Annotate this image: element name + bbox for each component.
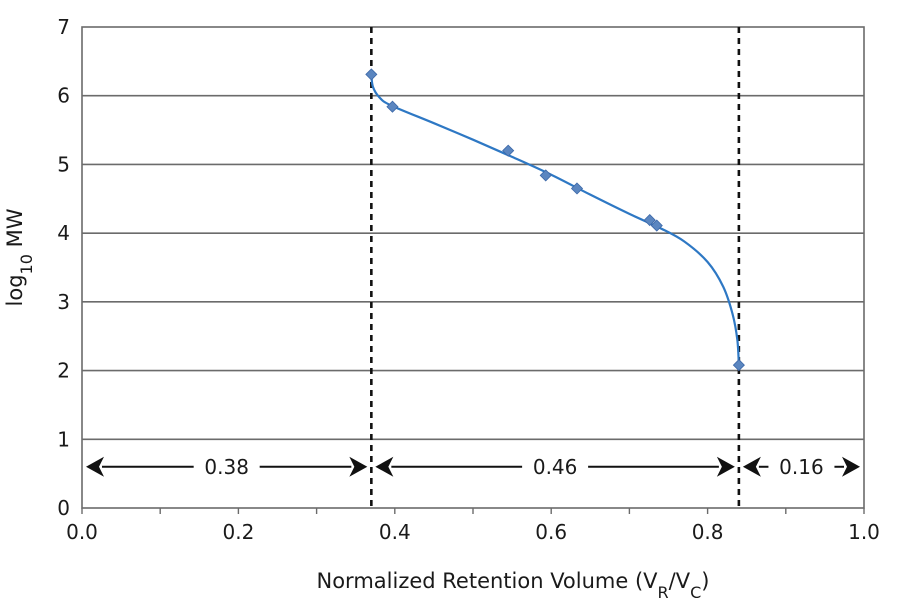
data-point xyxy=(643,214,656,227)
x-axis-title: Normalized Retention Volume (VR/VC) xyxy=(317,569,710,600)
x-tick-label: 1.0 xyxy=(848,520,880,544)
plot-frame xyxy=(81,26,865,509)
y-tick-label: 7 xyxy=(57,15,70,39)
range-arrow-0.46: 0.46 xyxy=(375,455,735,479)
range-arrow-0.38: 0.38 xyxy=(86,455,368,479)
arrow-head-left xyxy=(86,456,104,477)
x-tick-label: 0.8 xyxy=(692,520,724,544)
range-arrow-0.16: 0.16 xyxy=(742,455,860,479)
y-tick-label: 3 xyxy=(57,290,70,314)
y-tick-label: 6 xyxy=(57,84,70,108)
y-tick-label: 4 xyxy=(57,221,70,245)
data-point xyxy=(570,182,584,195)
x-tick-label: 0.0 xyxy=(66,520,98,544)
arrow-head-left xyxy=(375,456,394,477)
range-label: 0.38 xyxy=(204,455,249,479)
x-tick-label: 0.2 xyxy=(222,520,254,544)
y-tick-label: 0 xyxy=(57,496,70,520)
y-tick-label: 2 xyxy=(57,359,70,383)
vertical-dashed-lines xyxy=(370,27,741,508)
y-tick-label: 5 xyxy=(57,152,70,176)
data-point xyxy=(386,100,399,113)
arrow-head-left xyxy=(742,456,761,477)
data-point xyxy=(502,144,515,157)
arrow-head-right xyxy=(716,456,735,477)
range-label: 0.16 xyxy=(779,455,824,479)
x-tick-label: 0.4 xyxy=(379,520,411,544)
data-point xyxy=(539,169,552,182)
y-tick-label: 1 xyxy=(57,427,70,451)
data-point xyxy=(732,359,745,372)
x-tick-label: 0.6 xyxy=(535,520,567,544)
arrow-head-right xyxy=(842,456,860,477)
data-point xyxy=(365,68,378,81)
y-axis-title: log10 MW xyxy=(3,208,36,306)
range-annotations: 0.38 0.46 0.16 xyxy=(86,455,860,479)
range-label: 0.46 xyxy=(533,455,578,479)
data-points xyxy=(365,68,745,372)
x-tick-marks xyxy=(81,508,865,514)
x-tick-labels: 0.0 0.2 0.4 0.6 0.8 1.0 xyxy=(66,520,880,544)
y-tick-labels: 0 1 2 3 4 5 6 7 xyxy=(57,15,70,520)
arrow-head-right xyxy=(349,456,368,477)
fit-curve-line xyxy=(370,74,740,366)
grid-lines xyxy=(82,94,864,441)
data-point xyxy=(650,219,663,232)
